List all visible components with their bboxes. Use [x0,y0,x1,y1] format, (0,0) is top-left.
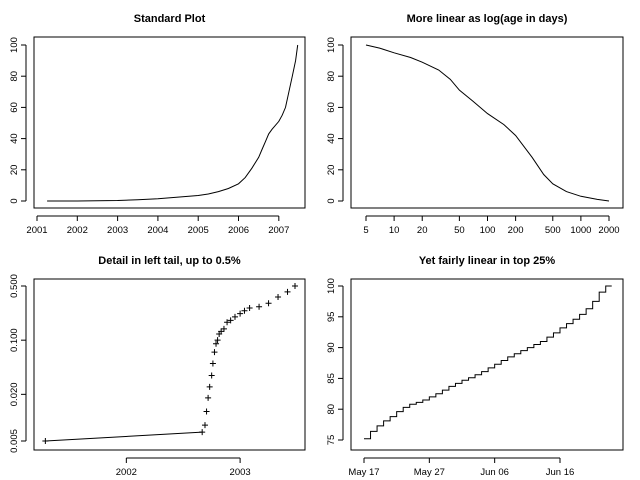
chart-title: Standard Plot [134,13,206,25]
plot-frame [33,278,306,451]
x-tick-label: 2001 [26,225,47,236]
y-tick-label: 40 [9,133,20,144]
data-point [42,438,49,444]
data-point [213,340,220,347]
y-tick-label: 75 [326,435,337,446]
plot-frame [350,278,624,451]
y-tick-label: 60 [9,102,20,113]
x-tick-label: 500 [545,225,561,236]
x-tick-label: 2007 [268,225,289,236]
data-point [275,294,282,301]
y-tick-label: 85 [326,373,337,384]
plot-frame [33,36,306,209]
series-line [45,431,203,442]
y-tick-label: 0 [326,198,337,203]
x-tick-label: 1000 [570,225,591,236]
chart-panel-4: Yet fairly linear in top 25% May 17 May 27… [326,255,624,478]
y-tick-label: 90 [326,342,337,353]
y-tick-label: 80 [326,71,337,82]
data-point [256,303,263,310]
series-line [365,44,610,202]
x-tick-label: 50 [454,225,465,236]
x-tick-label: May 27 [414,467,445,478]
data-point [201,422,208,429]
y-tick-label: 0 [9,198,20,203]
series-line [47,44,299,202]
y-tick-label: 0.005 [9,429,20,453]
data-point [220,325,227,332]
plot-frame [350,36,624,209]
x-tick-label: 2005 [188,225,209,236]
y-tick-label: 40 [326,133,337,144]
x-tick-label: 2006 [228,225,249,236]
data-point [246,305,253,312]
x-tick-label: Jun 16 [546,467,575,478]
x-tick-label: 2000 [598,225,619,236]
data-point [227,317,234,324]
data-point [205,394,212,401]
data-point [224,319,231,326]
x-tick-label: 100 [480,225,496,236]
x-tick-label: 2003 [230,467,251,478]
data-point [206,383,213,390]
y-tick-label: 80 [9,71,20,82]
x-tick-label: 5 [363,225,368,236]
x-tick-label: 2002 [116,467,137,478]
data-point [265,300,272,307]
x-tick-label: 10 [389,225,400,236]
data-point [203,408,210,415]
data-point [214,337,221,344]
chart-title: More linear as log(age in days) [407,13,568,25]
data-point [237,310,244,317]
chart-title: Detail in left tail, up to 0.5% [98,255,241,267]
series-line [364,285,612,440]
x-tick-label: May 17 [348,467,379,478]
y-tick-label: 20 [9,165,20,176]
y-tick-label: 80 [326,404,337,415]
data-point [241,307,248,314]
y-tick-label: 100 [326,37,337,53]
y-tick-label: 0.500 [9,274,20,298]
data-point [292,283,298,289]
y-tick-label: 0.100 [9,328,20,352]
y-tick-label: 95 [326,312,337,323]
chart-panel-3: Detail in left tail, up to 0.5% 2002 2003 0… [9,255,306,478]
chart-panel-2: More linear as log(age in days) 5 10 20 50 10… [326,13,624,236]
y-tick-label: 100 [9,37,20,53]
x-tick-label: Jun 06 [480,467,509,478]
y-tick-label: 20 [326,165,337,176]
x-tick-label: 2002 [67,225,88,236]
x-tick-label: 20 [417,225,428,236]
data-point [231,313,238,320]
chart-title: Yet fairly linear in top 25% [419,255,556,267]
x-tick-label: 2003 [107,225,128,236]
data-point [199,429,206,436]
data-point [208,372,215,379]
y-tick-label: 60 [326,102,337,113]
y-tick-label: 100 [326,278,337,294]
x-tick-label: 2004 [147,225,168,236]
x-tick-label: 200 [508,225,524,236]
data-point [209,360,216,367]
data-point [284,288,291,295]
data-point [211,349,218,356]
y-tick-label: 0.020 [9,382,20,406]
